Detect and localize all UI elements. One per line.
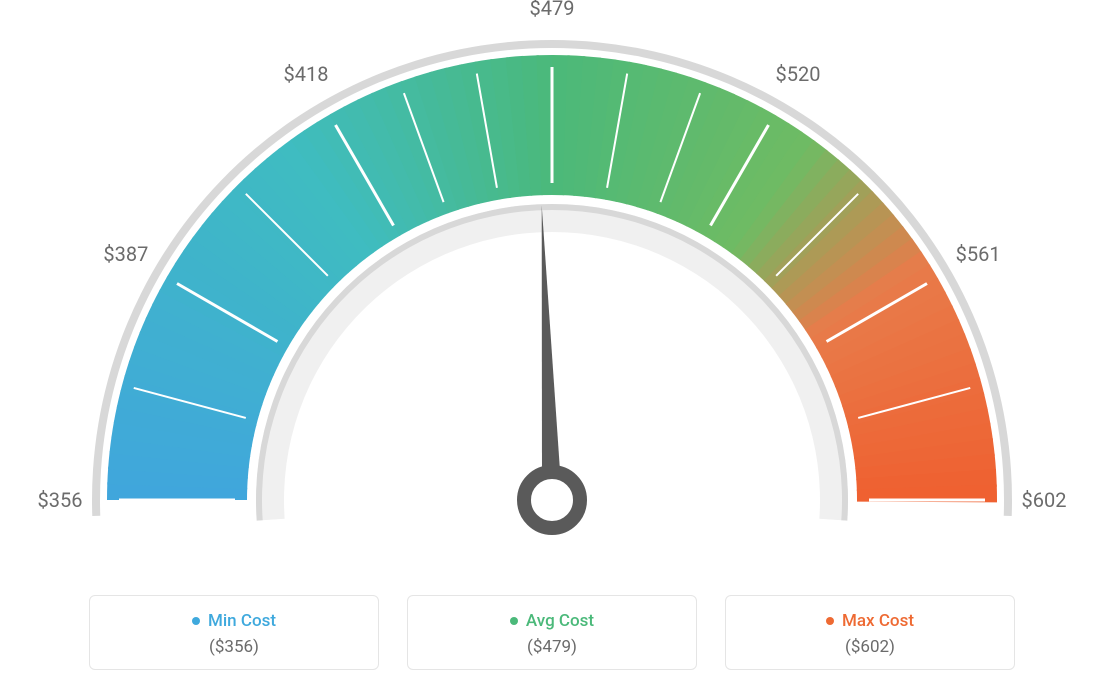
- gauge-container: $356 $387 $418 $479 $520 $561 $602: [0, 0, 1104, 570]
- needle: [542, 205, 562, 500]
- legend-card-min: Min Cost ($356): [89, 595, 379, 670]
- gauge-tick-label: $356: [38, 488, 83, 512]
- legend-avg-value: ($479): [418, 637, 686, 657]
- gauge-svg: [0, 0, 1104, 570]
- gauge-tick-label: $561: [956, 242, 1001, 266]
- legend-card-avg: Avg Cost ($479): [407, 595, 697, 670]
- legend-min-title-row: Min Cost: [192, 611, 276, 631]
- legend-avg-title: Avg Cost: [526, 611, 594, 631]
- legend-row: Min Cost ($356) Avg Cost ($479) Max Cost…: [0, 595, 1104, 670]
- gauge-tick-label: $479: [530, 0, 575, 20]
- gauge-tick-label: $387: [103, 242, 148, 266]
- legend-min-value: ($356): [100, 637, 368, 657]
- legend-card-max: Max Cost ($602): [725, 595, 1015, 670]
- legend-max-title: Max Cost: [842, 611, 914, 631]
- legend-min-dot: [192, 617, 200, 625]
- gauge-tick-label: $602: [1022, 488, 1067, 512]
- legend-avg-title-row: Avg Cost: [510, 611, 594, 631]
- legend-max-title-row: Max Cost: [826, 611, 914, 631]
- legend-max-dot: [826, 617, 834, 625]
- gauge-tick-label: $418: [284, 62, 329, 86]
- needle-hub: [524, 472, 580, 528]
- legend-min-title: Min Cost: [208, 611, 276, 631]
- legend-avg-dot: [510, 617, 518, 625]
- gauge-tick-label: $520: [776, 62, 821, 86]
- legend-max-value: ($602): [736, 637, 1004, 657]
